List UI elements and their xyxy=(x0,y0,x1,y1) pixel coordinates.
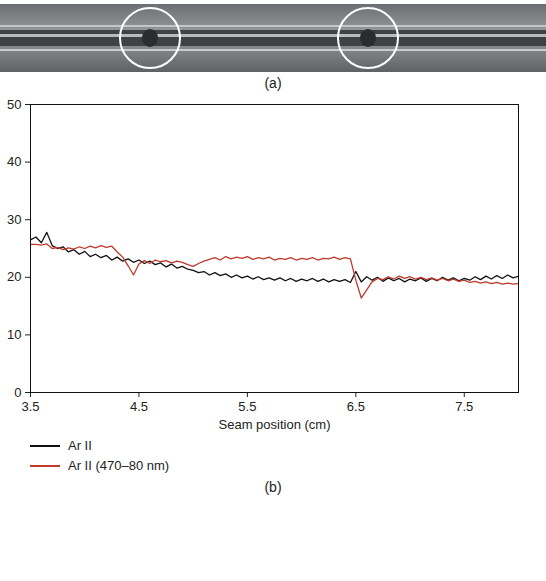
svg-text:30: 30 xyxy=(7,212,21,227)
svg-text:3.5: 3.5 xyxy=(21,399,39,414)
svg-text:5.5: 5.5 xyxy=(238,399,256,414)
svg-text:50: 50 xyxy=(7,97,21,112)
svg-text:4.5: 4.5 xyxy=(130,399,148,414)
svg-text:Seam position (cm): Seam position (cm) xyxy=(219,417,331,432)
html-text:(a): (a) xyxy=(264,75,282,91)
svg-text:7.5: 7.5 xyxy=(455,399,473,414)
svg-text:6.5: 6.5 xyxy=(347,399,365,414)
svg-text:0: 0 xyxy=(14,385,21,400)
html-text:Ar II: Ar II xyxy=(68,438,92,453)
html-text:Ar II (470–80 nm): Ar II (470–80 nm) xyxy=(68,458,170,473)
svg-text:20: 20 xyxy=(7,269,21,284)
svg-text:40: 40 xyxy=(7,154,21,169)
html-text:(b): (b) xyxy=(264,479,282,495)
svg-text:10: 10 xyxy=(7,327,21,342)
